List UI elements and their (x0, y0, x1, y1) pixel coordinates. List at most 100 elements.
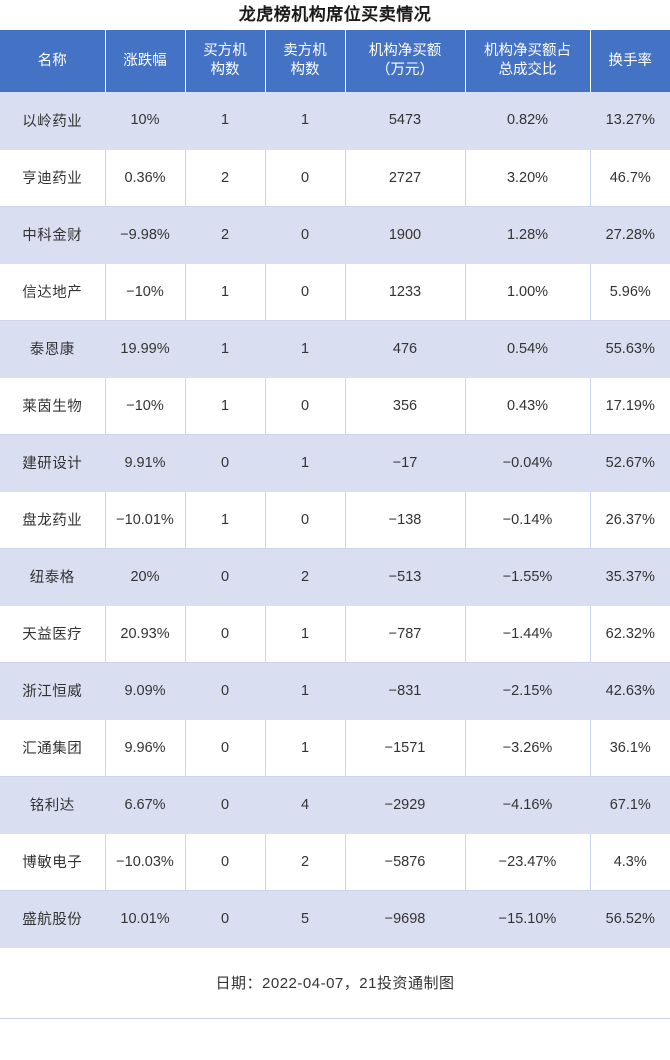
cell-name: 建研设计 (0, 434, 106, 492)
table-row: 天益医疗 20.93% 0 1 −787 −1.44% 62.32% (0, 605, 670, 663)
cell-net-buy: 1233 (345, 263, 466, 321)
cell-net-buy-ratio: −3.26% (465, 719, 591, 777)
cell-turnover: 46.7% (590, 149, 670, 207)
cell-net-buy-ratio: −0.14% (465, 491, 591, 549)
cell-name: 天益医疗 (0, 605, 106, 663)
cell-turnover: 36.1% (590, 719, 670, 777)
cell-sell-institutions: 1 (265, 662, 346, 720)
footer-row: 日期：2022-04-07，21投资通制图 (0, 946, 670, 1019)
table-body: 以岭药业 10% 1 1 5473 0.82% 13.27% 亨迪药业 0.36% 2 0 2727 3… (0, 92, 670, 948)
cell-net-buy: −831 (345, 662, 466, 720)
column-header-name: 名称 (0, 30, 106, 92)
cell-buy-institutions: 0 (185, 833, 266, 891)
cell-net-buy: −17 (345, 434, 466, 492)
cell-buy-institutions: 2 (185, 206, 266, 264)
cell-net-buy-ratio: 0.54% (465, 320, 591, 378)
cell-buy-institutions: 1 (185, 491, 266, 549)
cell-name: 博敏电子 (0, 833, 106, 891)
cell-buy-institutions: 0 (185, 605, 266, 663)
cell-name: 纽泰格 (0, 548, 106, 606)
cell-sell-institutions: 2 (265, 548, 346, 606)
table-row: 盘龙药业 −10.01% 1 0 −138 −0.14% 26.37% (0, 491, 670, 549)
cell-name: 泰恩康 (0, 320, 106, 378)
cell-net-buy-ratio: 0.43% (465, 377, 591, 435)
cell-name: 汇通集团 (0, 719, 106, 777)
cell-buy-institutions: 0 (185, 662, 266, 720)
column-header-change: 涨跌幅 (105, 30, 186, 92)
cell-change: 9.96% (105, 719, 186, 777)
cell-change: −10.03% (105, 833, 186, 891)
cell-net-buy: −513 (345, 548, 466, 606)
table-row: 泰恩康 19.99% 1 1 476 0.54% 55.63% (0, 320, 670, 378)
cell-name: 铭利达 (0, 776, 106, 834)
cell-name: 亨迪药业 (0, 149, 106, 207)
cell-net-buy: 356 (345, 377, 466, 435)
source-note: 日期：2022-04-07，21投资通制图 (0, 946, 670, 1019)
table-row: 汇通集团 9.96% 0 1 −1571 −3.26% 36.1% (0, 719, 670, 777)
cell-net-buy-ratio: −23.47% (465, 833, 591, 891)
table-row: 亨迪药业 0.36% 2 0 2727 3.20% 46.7% (0, 149, 670, 207)
cell-change: 20% (105, 548, 186, 606)
cell-turnover: 26.37% (590, 491, 670, 549)
cell-buy-institutions: 0 (185, 776, 266, 834)
cell-net-buy: −9698 (345, 890, 466, 948)
cell-turnover: 52.67% (590, 434, 670, 492)
column-header-net-buy-ratio: 机构净买额占 总成交比 (465, 30, 591, 92)
cell-name: 莱茵生物 (0, 377, 106, 435)
cell-net-buy-ratio: 0.82% (465, 92, 591, 150)
cell-sell-institutions: 0 (265, 491, 346, 549)
cell-sell-institutions: 1 (265, 92, 346, 150)
cell-buy-institutions: 1 (185, 377, 266, 435)
table-row: 莱茵生物 −10% 1 0 356 0.43% 17.19% (0, 377, 670, 435)
cell-net-buy-ratio: −15.10% (465, 890, 591, 948)
table-row: 博敏电子 −10.03% 0 2 −5876 −23.47% 4.3% (0, 833, 670, 891)
cell-turnover: 62.32% (590, 605, 670, 663)
cell-change: 9.91% (105, 434, 186, 492)
cell-net-buy-ratio: −2.15% (465, 662, 591, 720)
cell-turnover: 4.3% (590, 833, 670, 891)
cell-name: 盛航股份 (0, 890, 106, 948)
cell-sell-institutions: 1 (265, 719, 346, 777)
cell-turnover: 56.52% (590, 890, 670, 948)
table-row: 信达地产 −10% 1 0 1233 1.00% 5.96% (0, 263, 670, 321)
column-header-buy-institutions: 买方机 构数 (185, 30, 266, 92)
table-row: 以岭药业 10% 1 1 5473 0.82% 13.27% (0, 92, 670, 150)
cell-sell-institutions: 5 (265, 890, 346, 948)
cell-change: 9.09% (105, 662, 186, 720)
cell-change: −9.98% (105, 206, 186, 264)
cell-buy-institutions: 1 (185, 92, 266, 150)
cell-sell-institutions: 1 (265, 605, 346, 663)
cell-net-buy-ratio: 1.00% (465, 263, 591, 321)
cell-sell-institutions: 0 (265, 377, 346, 435)
cell-turnover: 13.27% (590, 92, 670, 150)
cell-name: 信达地产 (0, 263, 106, 321)
cell-name: 以岭药业 (0, 92, 106, 150)
cell-change: 10.01% (105, 890, 186, 948)
cell-sell-institutions: 1 (265, 320, 346, 378)
cell-net-buy-ratio: 3.20% (465, 149, 591, 207)
column-header-sell-institutions: 卖方机 构数 (265, 30, 346, 92)
table-row: 盛航股份 10.01% 0 5 −9698 −15.10% 56.52% (0, 890, 670, 948)
cell-sell-institutions: 2 (265, 833, 346, 891)
cell-change: 10% (105, 92, 186, 150)
cell-sell-institutions: 4 (265, 776, 346, 834)
cell-net-buy-ratio: −1.55% (465, 548, 591, 606)
cell-net-buy: −1571 (345, 719, 466, 777)
cell-buy-institutions: 2 (185, 149, 266, 207)
table-row: 浙江恒威 9.09% 0 1 −831 −2.15% 42.63% (0, 662, 670, 720)
cell-net-buy: 5473 (345, 92, 466, 150)
cell-buy-institutions: 0 (185, 719, 266, 777)
cell-turnover: 17.19% (590, 377, 670, 435)
table-row: 铭利达 6.67% 0 4 −2929 −4.16% 67.1% (0, 776, 670, 834)
table-row: 中科金财 −9.98% 2 0 1900 1.28% 27.28% (0, 206, 670, 264)
cell-buy-institutions: 0 (185, 434, 266, 492)
cell-sell-institutions: 0 (265, 263, 346, 321)
cell-net-buy-ratio: −0.04% (465, 434, 591, 492)
cell-turnover: 55.63% (590, 320, 670, 378)
column-header-turnover: 换手率 (590, 30, 670, 92)
cell-net-buy: −138 (345, 491, 466, 549)
cell-buy-institutions: 1 (185, 320, 266, 378)
cell-buy-institutions: 0 (185, 548, 266, 606)
cell-net-buy: −787 (345, 605, 466, 663)
